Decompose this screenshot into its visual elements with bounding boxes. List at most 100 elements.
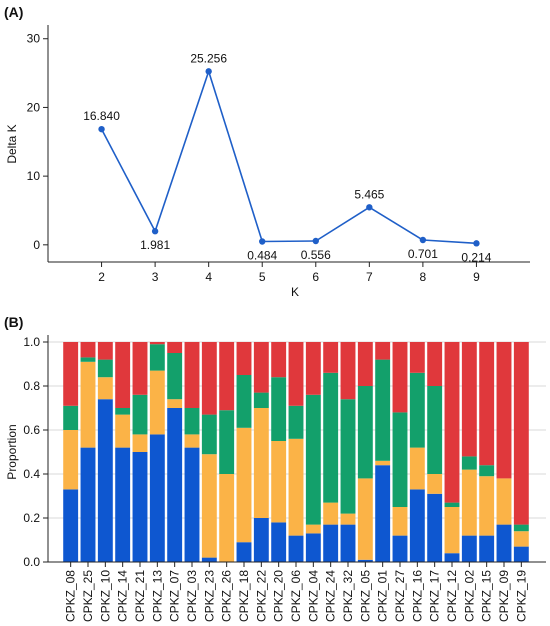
bar-segment bbox=[132, 452, 148, 562]
bar-segment bbox=[392, 535, 408, 562]
bar-segment bbox=[184, 434, 200, 448]
x-tick-label: CPKZ_24 bbox=[324, 570, 338, 622]
y-tick-label: 0.6 bbox=[23, 423, 40, 437]
bar-segment bbox=[201, 342, 217, 415]
x-tick-label: CPKZ_17 bbox=[428, 570, 442, 622]
bar-segment bbox=[340, 513, 356, 525]
bar-segment bbox=[479, 465, 495, 477]
bar-segment bbox=[375, 465, 391, 562]
bar-segment bbox=[375, 342, 391, 360]
bar-segment bbox=[392, 507, 408, 536]
bar-segment bbox=[357, 478, 373, 560]
data-label: 16.840 bbox=[83, 109, 120, 123]
data-point bbox=[312, 237, 319, 245]
y-axis-title: Proportion bbox=[5, 424, 19, 479]
x-tick-label: CPKZ_06 bbox=[289, 570, 303, 622]
data-label: 0.214 bbox=[461, 250, 491, 264]
bar-segment bbox=[253, 392, 269, 408]
bar-segment bbox=[201, 557, 217, 562]
data-point bbox=[473, 240, 480, 247]
x-tick-label: 3 bbox=[152, 270, 159, 284]
bar-segment bbox=[97, 377, 113, 400]
y-tick-label: 0.8 bbox=[23, 379, 40, 393]
panel-b-label: (B) bbox=[4, 314, 23, 330]
bar-segment bbox=[184, 447, 200, 562]
series-line-segment bbox=[154, 71, 210, 232]
bar-segment bbox=[271, 522, 287, 562]
data-point bbox=[419, 236, 427, 244]
y-tick-label: 0.2 bbox=[23, 511, 40, 525]
bar-segment bbox=[184, 408, 200, 435]
data-label: 0.484 bbox=[247, 249, 277, 263]
x-tick-label: CPKZ_13 bbox=[150, 570, 164, 622]
bar-segment bbox=[357, 559, 373, 562]
bar-segment bbox=[271, 441, 287, 523]
bar-segment bbox=[461, 456, 477, 470]
bar-segment bbox=[375, 359, 391, 461]
bar-segment bbox=[323, 342, 339, 373]
bar-segment bbox=[305, 394, 321, 525]
bar-segment bbox=[201, 414, 217, 455]
x-tick-label: CPKZ_22 bbox=[254, 570, 268, 622]
data-label: 0.556 bbox=[301, 248, 331, 262]
bar-segment bbox=[340, 342, 356, 400]
x-tick-label: 9 bbox=[473, 270, 480, 284]
bar-segment bbox=[409, 489, 425, 562]
bar-segment bbox=[80, 357, 96, 362]
data-label: 5.465 bbox=[354, 187, 384, 201]
bar-segment bbox=[357, 386, 373, 479]
bar-segment bbox=[149, 342, 165, 345]
x-tick-label: CPKZ_10 bbox=[98, 570, 112, 622]
bar-segment bbox=[409, 372, 425, 448]
bar-segment bbox=[305, 524, 321, 534]
bar-segment bbox=[323, 524, 339, 562]
bar-segment bbox=[409, 447, 425, 490]
x-tick-label: CPKZ_16 bbox=[410, 570, 424, 622]
y-tick-label: 1.0 bbox=[23, 335, 40, 349]
y-tick-label: 0.0 bbox=[23, 555, 40, 569]
bar-segment bbox=[132, 394, 148, 435]
bar-segment bbox=[253, 342, 269, 393]
x-tick-label: CPKZ_32 bbox=[341, 570, 355, 622]
series-line-segment bbox=[315, 206, 370, 242]
bar-segment bbox=[444, 507, 460, 554]
bar-segment bbox=[271, 342, 287, 378]
x-axis-title: K bbox=[291, 285, 299, 299]
x-tick-label: CPKZ_20 bbox=[272, 570, 286, 622]
bar-segment bbox=[427, 474, 443, 494]
data-label: 1.981 bbox=[140, 238, 170, 252]
bar-segment bbox=[513, 524, 529, 532]
data-point bbox=[259, 238, 266, 245]
bar-segment bbox=[115, 408, 131, 415]
bar-segment bbox=[479, 342, 495, 466]
panel-a-label: (A) bbox=[4, 4, 23, 20]
bar-segment bbox=[63, 489, 79, 562]
bar-segment bbox=[63, 405, 79, 430]
bar-segment bbox=[167, 408, 183, 562]
bar-segment bbox=[253, 408, 269, 518]
bar-segment bbox=[97, 399, 113, 562]
bar-segment bbox=[392, 342, 408, 413]
bar-segment bbox=[80, 447, 96, 562]
bar-segment bbox=[479, 476, 495, 536]
y-tick-label: 20 bbox=[27, 100, 41, 114]
bar-segment bbox=[149, 370, 165, 435]
proportion-stacked-bar-chart: Proportion 0.00.20.40.60.81.0 CPKZ_08 CPK… bbox=[5, 335, 546, 622]
bar-segment bbox=[496, 342, 512, 479]
bar-segment bbox=[444, 553, 460, 562]
bar-segment bbox=[479, 535, 495, 562]
bar-segment bbox=[219, 474, 235, 562]
x-tick-label: 6 bbox=[312, 270, 319, 284]
x-tick-label: CPKZ_21 bbox=[133, 570, 147, 622]
x-tick-label: CPKZ_25 bbox=[81, 570, 95, 622]
bar-segment bbox=[253, 518, 269, 562]
x-tick-label: CPKZ_07 bbox=[168, 570, 182, 622]
bar-segment bbox=[444, 502, 460, 507]
bar-segment bbox=[149, 344, 165, 371]
bar-segment bbox=[236, 375, 252, 428]
series-line-segment bbox=[422, 239, 477, 245]
bar-segment bbox=[392, 412, 408, 507]
bar-segment bbox=[496, 524, 512, 562]
bar-segment bbox=[80, 361, 96, 448]
x-tick-label: CPKZ_08 bbox=[64, 570, 78, 622]
